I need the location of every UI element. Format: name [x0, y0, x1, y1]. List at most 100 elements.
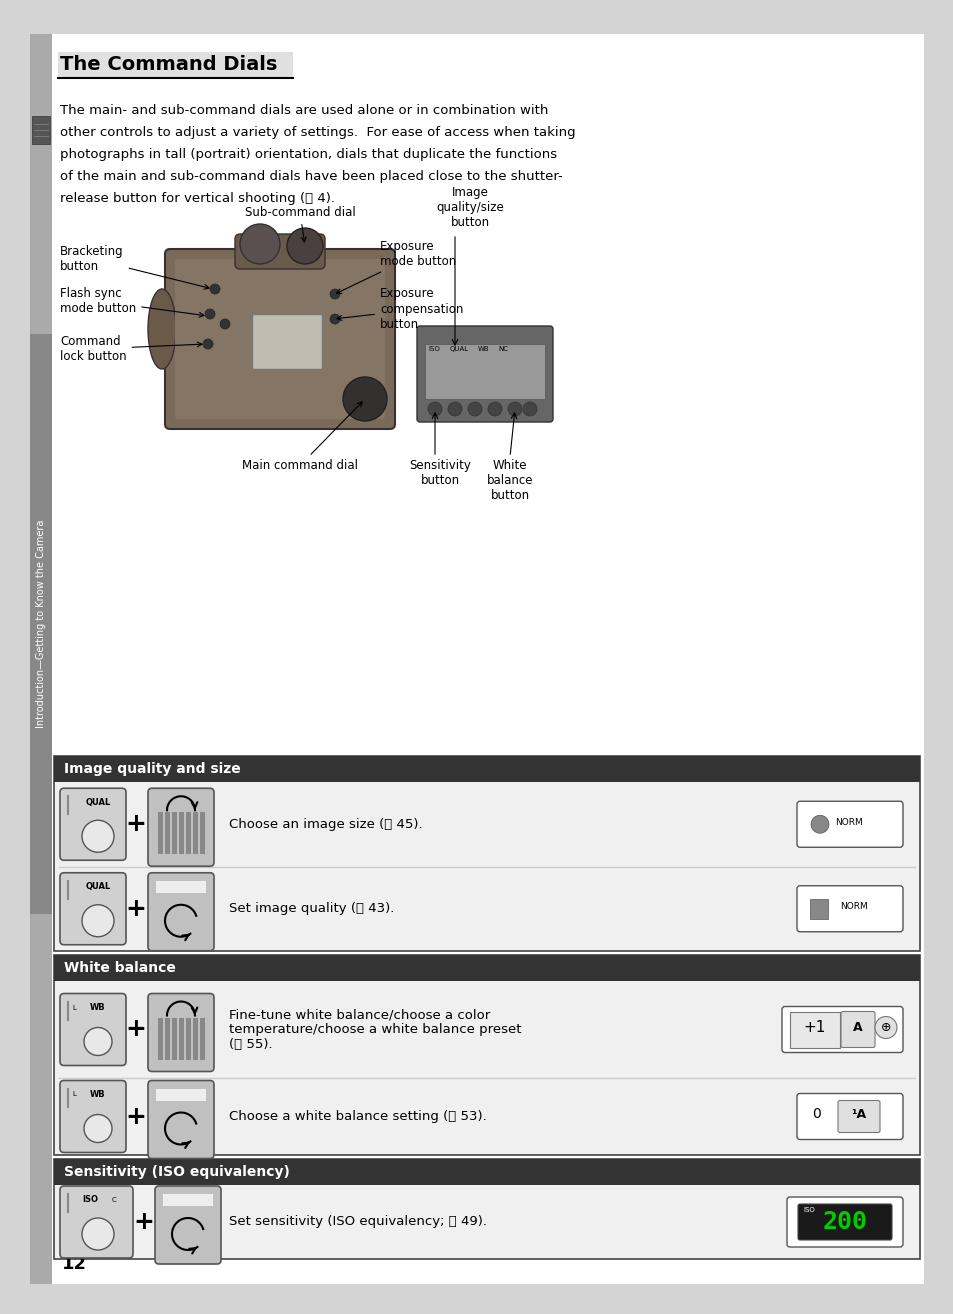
FancyBboxPatch shape	[148, 872, 213, 951]
Circle shape	[203, 339, 213, 350]
Circle shape	[82, 1218, 113, 1250]
Text: C: C	[112, 1197, 116, 1204]
Circle shape	[240, 223, 280, 264]
Bar	[252, 314, 322, 369]
Text: White balance: White balance	[64, 961, 175, 975]
Text: NORM: NORM	[834, 817, 862, 827]
Circle shape	[330, 314, 339, 325]
Bar	[30, 334, 52, 915]
Bar	[193, 812, 198, 854]
Text: The Command Dials: The Command Dials	[60, 54, 277, 74]
Bar	[54, 1159, 919, 1185]
Text: Flash sync
mode button: Flash sync mode button	[60, 286, 204, 317]
FancyBboxPatch shape	[416, 326, 553, 422]
Circle shape	[343, 377, 387, 420]
FancyBboxPatch shape	[60, 993, 126, 1066]
FancyBboxPatch shape	[797, 1204, 891, 1240]
FancyBboxPatch shape	[234, 234, 325, 269]
Text: WB: WB	[91, 1091, 106, 1099]
FancyBboxPatch shape	[148, 788, 213, 866]
Text: +: +	[133, 1210, 154, 1234]
FancyBboxPatch shape	[174, 259, 385, 419]
Bar	[424, 344, 544, 399]
Circle shape	[330, 289, 339, 300]
Circle shape	[210, 284, 220, 294]
Text: ISO: ISO	[802, 1208, 814, 1213]
Text: Set sensitivity (ISO equivalency; Ⓝ 49).: Set sensitivity (ISO equivalency; Ⓝ 49).	[229, 1215, 486, 1229]
Text: +: +	[126, 1017, 146, 1042]
Text: Set image quality (Ⓝ 43).: Set image quality (Ⓝ 43).	[229, 903, 394, 916]
Text: White
balance
button: White balance button	[486, 459, 533, 502]
Bar	[809, 899, 827, 918]
Text: other controls to adjust a variety of settings.  For ease of access when taking: other controls to adjust a variety of se…	[60, 126, 575, 139]
Text: Exposure
compensation
button: Exposure compensation button	[336, 288, 463, 331]
Bar	[54, 756, 919, 951]
Circle shape	[220, 319, 230, 328]
Bar	[172, 812, 177, 854]
Bar	[200, 812, 205, 854]
Text: Exposure
mode button: Exposure mode button	[336, 240, 456, 293]
Bar	[58, 53, 293, 78]
FancyBboxPatch shape	[60, 1080, 126, 1152]
Bar	[179, 812, 184, 854]
Circle shape	[448, 402, 461, 417]
Bar	[30, 34, 52, 1284]
Circle shape	[84, 1114, 112, 1142]
Text: Choose an image size (Ⓝ 45).: Choose an image size (Ⓝ 45).	[229, 817, 422, 830]
Bar	[200, 1017, 205, 1059]
Text: +1: +1	[803, 1020, 825, 1035]
Text: (Ⓝ 55).: (Ⓝ 55).	[229, 1038, 273, 1051]
Text: L: L	[71, 1092, 76, 1097]
Circle shape	[205, 309, 214, 319]
Bar	[54, 955, 919, 1155]
Text: +: +	[126, 1105, 146, 1129]
Text: Command
lock button: Command lock button	[60, 335, 202, 363]
FancyBboxPatch shape	[165, 248, 395, 428]
Text: 12: 12	[62, 1255, 87, 1273]
Text: ISO: ISO	[82, 1196, 98, 1205]
FancyBboxPatch shape	[154, 1187, 221, 1264]
Text: Image
quality/size
button: Image quality/size button	[436, 187, 503, 229]
Text: ⊕: ⊕	[880, 1021, 890, 1034]
FancyBboxPatch shape	[796, 1093, 902, 1139]
FancyBboxPatch shape	[60, 1187, 132, 1257]
Ellipse shape	[148, 289, 175, 369]
Text: 0: 0	[811, 1108, 820, 1122]
FancyBboxPatch shape	[148, 993, 213, 1071]
Circle shape	[84, 1028, 112, 1055]
Circle shape	[82, 820, 113, 853]
FancyBboxPatch shape	[841, 1012, 874, 1047]
Bar	[54, 955, 919, 982]
Text: release button for vertical shooting (Ⓝ 4).: release button for vertical shooting (Ⓝ …	[60, 192, 335, 205]
Bar	[158, 1017, 163, 1059]
Circle shape	[488, 402, 501, 417]
Text: Sensitivity
button: Sensitivity button	[409, 459, 471, 487]
Text: Sensitivity (ISO equivalency): Sensitivity (ISO equivalency)	[64, 1166, 290, 1179]
Text: QUAL: QUAL	[85, 798, 111, 807]
Text: NC: NC	[497, 346, 507, 352]
Text: Bracketing
button: Bracketing button	[60, 244, 209, 289]
FancyBboxPatch shape	[148, 1080, 213, 1159]
FancyBboxPatch shape	[60, 872, 126, 945]
Text: ¹A: ¹A	[850, 1108, 865, 1121]
Text: Image quality and size: Image quality and size	[64, 762, 240, 777]
Text: A: A	[852, 1021, 862, 1034]
FancyBboxPatch shape	[796, 802, 902, 848]
FancyBboxPatch shape	[837, 1101, 879, 1133]
Text: QUAL: QUAL	[85, 882, 111, 891]
Bar	[54, 1159, 919, 1259]
Bar	[158, 812, 163, 854]
FancyBboxPatch shape	[786, 1197, 902, 1247]
Bar	[163, 1194, 213, 1206]
Bar	[186, 812, 191, 854]
Text: QUAL: QUAL	[450, 346, 469, 352]
Text: Sub-command dial: Sub-command dial	[244, 206, 355, 242]
Bar	[193, 1017, 198, 1059]
Circle shape	[82, 905, 113, 937]
Text: WB: WB	[477, 346, 489, 352]
Text: Main command dial: Main command dial	[242, 402, 362, 472]
Circle shape	[522, 402, 537, 417]
Text: L: L	[71, 1004, 76, 1010]
Text: ISO: ISO	[428, 346, 439, 352]
FancyBboxPatch shape	[789, 1012, 840, 1047]
